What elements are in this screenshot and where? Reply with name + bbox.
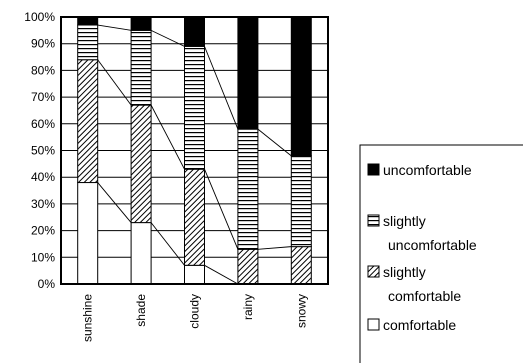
y-tick-label: 70% <box>31 90 55 104</box>
y-tick-label: 90% <box>31 37 55 51</box>
connector-line <box>204 46 239 130</box>
legend-label-comfortable: comfortable <box>383 317 456 333</box>
bar-segment-slightly-uncomfortable-sunshine <box>77 24 99 61</box>
bar-segment-slightly-uncomfortable-rainy <box>237 128 259 250</box>
bar-segment-comfortable-shade <box>130 222 152 285</box>
connector-line <box>150 29 185 47</box>
legend-label-slightly-uncomfortable-line1: slightly <box>383 213 426 229</box>
legend-label-slightly-uncomfortable-line2: uncomfortable <box>388 237 477 253</box>
connector-line <box>97 24 132 31</box>
x-category-label: sunshine <box>81 294 95 342</box>
legend-label-uncomfortable: uncomfortable <box>383 162 472 178</box>
y-tick-label: 0% <box>38 277 56 291</box>
x-category-label: snowy <box>294 294 308 328</box>
bars <box>77 16 312 285</box>
x-category-label: rainy <box>241 294 255 320</box>
legend: uncomfortable slightly uncomfortable sli… <box>359 144 523 363</box>
bar-segment-slightly-comfortable-sunshine <box>77 59 99 184</box>
legend-swatch-comfortable <box>367 318 380 331</box>
y-tick-label: 80% <box>31 63 55 77</box>
y-axis-ticks: 0% 10% 20% 30% 40% 50% 60% 70% 80% 90% 100% <box>24 10 55 291</box>
y-tick-label: 20% <box>31 224 55 238</box>
y-tick-label: 50% <box>31 144 55 158</box>
bar-segment-comfortable-cloudy <box>184 264 205 285</box>
bar-segment-uncomfortable-sunshine <box>77 16 99 26</box>
bar-segment-slightly-uncomfortable-shade <box>130 29 152 106</box>
bar-segment-slightly-comfortable-cloudy <box>184 168 205 266</box>
bar-segment-uncomfortable-rainy <box>237 16 259 130</box>
y-tick-label: 40% <box>31 170 55 184</box>
connector-line <box>257 246 292 250</box>
y-tick-label: 10% <box>31 250 55 264</box>
bar-segment-slightly-comfortable-rainy <box>237 248 259 285</box>
connector-line <box>204 169 239 250</box>
y-tick-label: 30% <box>31 197 55 211</box>
legend-frame <box>359 144 523 363</box>
bar-segment-comfortable-sunshine <box>77 182 99 285</box>
connector-lines <box>97 24 292 285</box>
connector-line <box>257 128 292 157</box>
connector-line <box>150 222 185 266</box>
connector-line <box>204 264 239 285</box>
connector-line <box>97 182 132 223</box>
legend-swatch-uncomfortable <box>367 163 380 176</box>
x-category-label: shade <box>134 294 148 327</box>
x-category-label: cloudy <box>188 294 202 329</box>
y-tick-label: 100% <box>24 10 55 24</box>
bar-segment-slightly-uncomfortable-cloudy <box>184 45 205 170</box>
bar-segment-slightly-comfortable-snowy <box>290 246 312 285</box>
connector-line <box>97 59 132 106</box>
bar-segment-slightly-comfortable-shade <box>130 104 152 224</box>
bar-segment-uncomfortable-snowy <box>290 16 312 157</box>
y-tick-label: 60% <box>31 117 55 131</box>
legend-label-slightly-comfortable-line2: comfortable <box>388 288 461 304</box>
x-axis-categories: sunshine shade cloudy rainy snowy <box>81 294 309 342</box>
bar-segment-uncomfortable-cloudy <box>184 16 205 47</box>
bar-segment-uncomfortable-shade <box>130 16 152 31</box>
legend-swatch-slightly-uncomfortable <box>367 214 380 227</box>
bar-segment-slightly-uncomfortable-snowy <box>290 155 312 248</box>
legend-swatch-slightly-comfortable <box>367 265 380 278</box>
plot-frame <box>60 16 329 285</box>
legend-label-slightly-comfortable-line1: slightly <box>383 264 426 280</box>
connector-line <box>150 104 185 170</box>
